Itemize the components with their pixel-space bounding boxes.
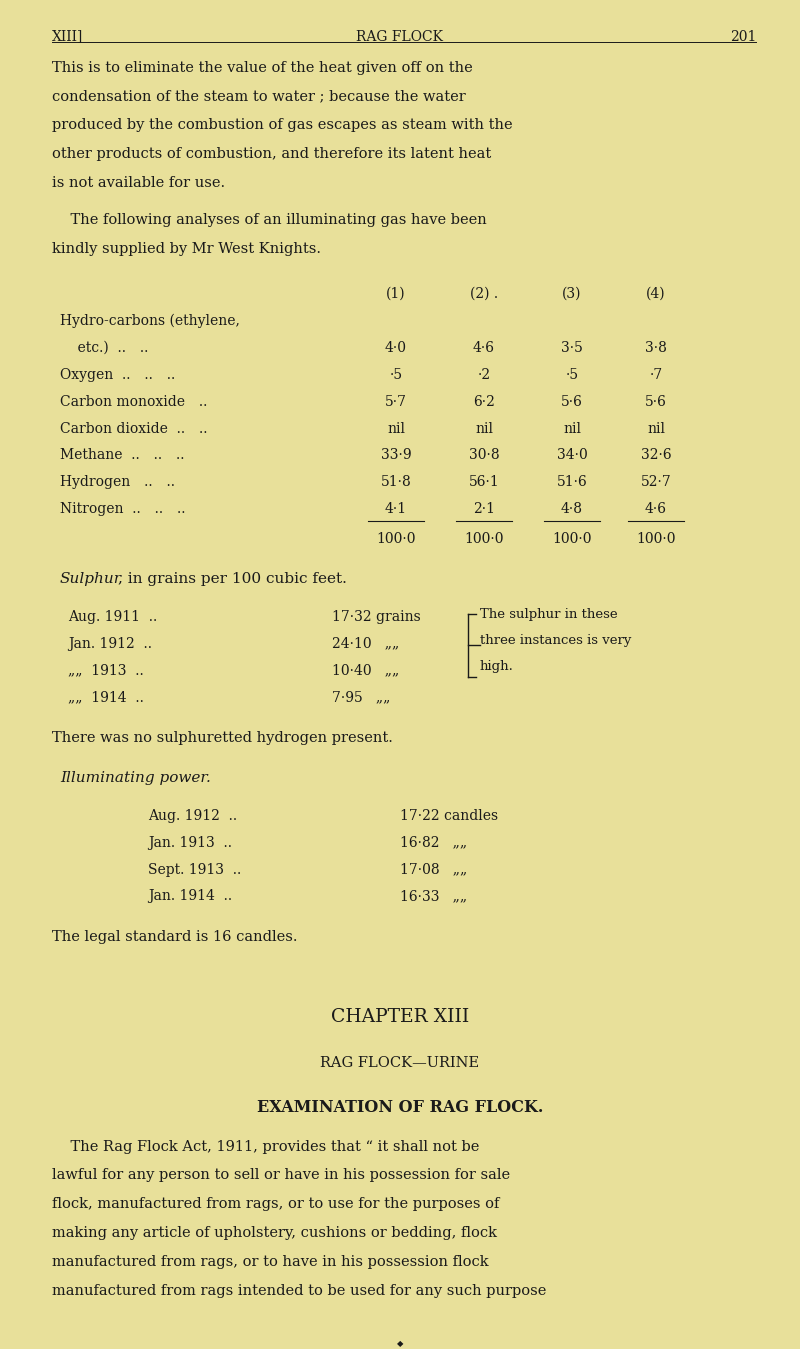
Text: 17·32 grains: 17·32 grains bbox=[332, 610, 421, 623]
Text: Oxygen  .. .. ..: Oxygen .. .. .. bbox=[60, 368, 175, 382]
Text: kindly supplied by Mr West Knights.: kindly supplied by Mr West Knights. bbox=[52, 241, 321, 256]
Text: Aug. 1911  ..: Aug. 1911 .. bbox=[68, 610, 158, 623]
Text: The sulphur in these: The sulphur in these bbox=[480, 608, 618, 622]
Text: (2) .: (2) . bbox=[470, 287, 498, 301]
Text: Jan. 1912  ..: Jan. 1912 .. bbox=[68, 637, 152, 650]
Text: Methane  .. .. ..: Methane .. .. .. bbox=[60, 448, 185, 463]
Text: The following analyses of an illuminating gas have been: The following analyses of an illuminatin… bbox=[52, 213, 486, 227]
Text: 4·6: 4·6 bbox=[645, 502, 667, 517]
Text: 24·10   „„: 24·10 „„ bbox=[332, 637, 399, 650]
Text: Carbon dioxide  .. ..: Carbon dioxide .. .. bbox=[60, 421, 207, 436]
Text: ·5: ·5 bbox=[390, 368, 402, 382]
Text: 51·6: 51·6 bbox=[557, 475, 587, 490]
Text: Sulphur: Sulphur bbox=[60, 572, 122, 587]
Text: ◆: ◆ bbox=[397, 1340, 403, 1348]
Text: 16·82   „„: 16·82 „„ bbox=[400, 835, 467, 850]
Text: 6·2: 6·2 bbox=[473, 395, 495, 409]
Text: Sept. 1913  ..: Sept. 1913 .. bbox=[148, 862, 242, 877]
Text: is not available for use.: is not available for use. bbox=[52, 177, 225, 190]
Text: Carbon monoxide ..: Carbon monoxide .. bbox=[60, 395, 207, 409]
Text: ·7: ·7 bbox=[650, 368, 662, 382]
Text: (1): (1) bbox=[386, 287, 406, 301]
Text: 51·8: 51·8 bbox=[381, 475, 411, 490]
Text: 52·7: 52·7 bbox=[641, 475, 671, 490]
Text: Hydrogen .. ..: Hydrogen .. .. bbox=[60, 475, 175, 490]
Text: 17·08   „„: 17·08 „„ bbox=[400, 862, 467, 877]
Text: 5·6: 5·6 bbox=[561, 395, 583, 409]
Text: 2·1: 2·1 bbox=[473, 502, 495, 517]
Text: Nitrogen  .. .. ..: Nitrogen .. .. .. bbox=[60, 502, 186, 517]
Text: 3·8: 3·8 bbox=[645, 341, 667, 355]
Text: 4·0: 4·0 bbox=[385, 341, 407, 355]
Text: There was no sulphuretted hydrogen present.: There was no sulphuretted hydrogen prese… bbox=[52, 731, 393, 745]
Text: high.: high. bbox=[480, 660, 514, 673]
Text: (3): (3) bbox=[562, 287, 582, 301]
Text: , in grains per 100 cubic feet.: , in grains per 100 cubic feet. bbox=[118, 572, 346, 587]
Text: 5·7: 5·7 bbox=[385, 395, 407, 409]
Text: RAG FLOCK: RAG FLOCK bbox=[357, 30, 443, 43]
Text: 32·6: 32·6 bbox=[641, 448, 671, 463]
Text: 17·22 candles: 17·22 candles bbox=[400, 809, 498, 823]
Text: 4·8: 4·8 bbox=[561, 502, 583, 517]
Text: 56·1: 56·1 bbox=[469, 475, 499, 490]
Text: 4·1: 4·1 bbox=[385, 502, 407, 517]
Text: other products of combustion, and therefore its latent heat: other products of combustion, and theref… bbox=[52, 147, 491, 162]
Text: 5·6: 5·6 bbox=[645, 395, 667, 409]
Text: lawful for any person to sell or have in his possession for sale: lawful for any person to sell or have in… bbox=[52, 1168, 510, 1183]
Text: Jan. 1913  ..: Jan. 1913 .. bbox=[148, 835, 232, 850]
Text: three instances is very: three instances is very bbox=[480, 634, 631, 648]
Text: The legal standard is 16 candles.: The legal standard is 16 candles. bbox=[52, 929, 298, 944]
Text: 3·5: 3·5 bbox=[561, 341, 583, 355]
Text: ·2: ·2 bbox=[478, 368, 490, 382]
Text: XIII]: XIII] bbox=[52, 30, 83, 43]
Text: condensation of the steam to water ; because the water: condensation of the steam to water ; bec… bbox=[52, 89, 466, 104]
Text: (4): (4) bbox=[646, 287, 666, 301]
Text: 30·8: 30·8 bbox=[469, 448, 499, 463]
Text: 34·0: 34·0 bbox=[557, 448, 587, 463]
Text: RAG FLOCK—URINE: RAG FLOCK—URINE bbox=[321, 1056, 479, 1070]
Text: Hydro-carbons (ethylene,: Hydro-carbons (ethylene, bbox=[60, 314, 240, 328]
Text: 10·40   „„: 10·40 „„ bbox=[332, 664, 399, 677]
Text: 16·33   „„: 16·33 „„ bbox=[400, 889, 467, 904]
Text: nil: nil bbox=[647, 421, 665, 436]
Text: etc.)  .. ..: etc.) .. .. bbox=[60, 341, 148, 355]
Text: 33·9: 33·9 bbox=[381, 448, 411, 463]
Text: produced by the combustion of gas escapes as steam with the: produced by the combustion of gas escape… bbox=[52, 119, 513, 132]
Text: Illuminating power.: Illuminating power. bbox=[60, 772, 211, 785]
Text: nil: nil bbox=[387, 421, 405, 436]
Text: 100·0: 100·0 bbox=[464, 532, 504, 546]
Text: The Rag Flock Act, 1911, provides that “ it shall not be: The Rag Flock Act, 1911, provides that “… bbox=[52, 1140, 479, 1153]
Text: „„  1913  ..: „„ 1913 .. bbox=[68, 664, 144, 677]
Text: „„  1914  ..: „„ 1914 .. bbox=[68, 691, 144, 704]
Text: 100·0: 100·0 bbox=[552, 532, 592, 546]
Text: manufactured from rags intended to be used for any such purpose: manufactured from rags intended to be us… bbox=[52, 1284, 546, 1298]
Text: ·5: ·5 bbox=[566, 368, 578, 382]
Text: 4·6: 4·6 bbox=[473, 341, 495, 355]
Text: Aug. 1912  ..: Aug. 1912 .. bbox=[148, 809, 237, 823]
Text: manufactured from rags, or to have in his possession flock: manufactured from rags, or to have in hi… bbox=[52, 1255, 489, 1269]
Text: Jan. 1914  ..: Jan. 1914 .. bbox=[148, 889, 232, 904]
Text: flock, manufactured from rags, or to use for the purposes of: flock, manufactured from rags, or to use… bbox=[52, 1198, 499, 1211]
Text: 100·0: 100·0 bbox=[376, 532, 416, 546]
Text: EXAMINATION OF RAG FLOCK.: EXAMINATION OF RAG FLOCK. bbox=[257, 1099, 543, 1116]
Text: 201: 201 bbox=[730, 30, 756, 43]
Text: nil: nil bbox=[563, 421, 581, 436]
Text: nil: nil bbox=[475, 421, 493, 436]
Text: CHAPTER XIII: CHAPTER XIII bbox=[331, 1008, 469, 1025]
Text: 100·0: 100·0 bbox=[636, 532, 676, 546]
Text: making any article of upholstery, cushions or bedding, flock: making any article of upholstery, cushio… bbox=[52, 1226, 497, 1240]
Text: 7·95   „„: 7·95 „„ bbox=[332, 691, 390, 704]
Text: This is to eliminate the value of the heat given off on the: This is to eliminate the value of the he… bbox=[52, 61, 473, 74]
